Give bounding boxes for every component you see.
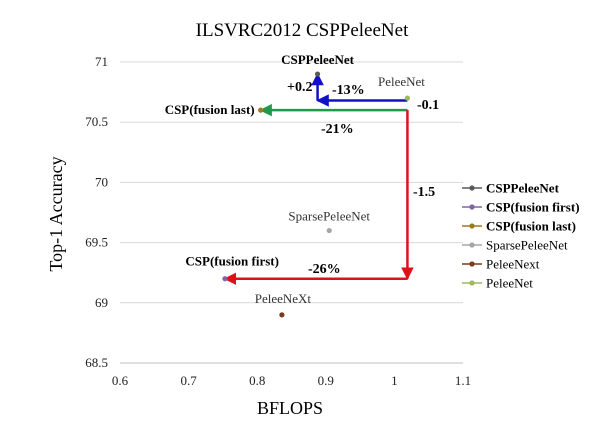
- data-points: [222, 71, 411, 318]
- legend: CSPPeleeNet CSP(fusion first) CSP(fusion l…: [462, 181, 580, 291]
- point-peleenext: [279, 312, 285, 318]
- annotation-plus-0-2: +0.2: [287, 80, 312, 95]
- annotation-minus-1-5: -1.5: [413, 185, 435, 200]
- point-label: CSPPeleeNet: [281, 52, 355, 67]
- x-tick-label: 0.7: [180, 373, 197, 388]
- arrows: [223, 72, 414, 285]
- y-tick-label: 71: [95, 54, 108, 69]
- legend-entry: CSP(fusion last): [486, 219, 576, 234]
- point-csppeleenet: [314, 71, 321, 77]
- y-tick-label: 70: [95, 174, 108, 189]
- point-label: CSP(fusion last): [165, 102, 255, 117]
- y-tick-labels: 68.5 69 69.5 70 70.5 71: [85, 54, 108, 370]
- annotation-minus-13pct: -13%: [332, 83, 365, 98]
- chart-title: ILSVRC2012 CSPPeleeNet: [196, 20, 409, 41]
- y-tick-label: 70.5: [85, 114, 108, 129]
- legend-entry: SparsePeleeNet: [486, 238, 568, 253]
- point-label: PeleeNet: [378, 74, 425, 89]
- annotation-minus-26pct: -26%: [308, 262, 341, 277]
- annotation-minus-0-1: -0.1: [417, 98, 439, 113]
- legend-marker: [469, 223, 475, 229]
- x-tick-label: 0.9: [318, 373, 334, 388]
- point-csp-fusion-first-: [222, 276, 228, 282]
- legend-entry: CSPPeleeNet: [486, 181, 560, 196]
- point-labels: CSPPeleeNet CSP(fusion first) CSP(fusion l…: [165, 52, 426, 306]
- x-tick-label: 1.1: [455, 373, 471, 388]
- gridlines: [120, 61, 463, 304]
- point-label: SparsePeleeNet: [288, 209, 370, 224]
- x-tick-label: 0.8: [249, 373, 265, 388]
- annotation-minus-21pct: -21%: [321, 122, 354, 137]
- x-axis-label: BFLOPS: [257, 398, 323, 418]
- y-axis-label: Top-1 Accuracy: [46, 156, 66, 271]
- legend-entry: PeleeNext: [486, 257, 540, 272]
- legend-marker: [469, 242, 475, 248]
- point-csp-fusion-last-: [258, 107, 264, 113]
- legend-entry: CSP(fusion first): [486, 200, 580, 215]
- legend-entry: PeleeNet: [486, 276, 533, 291]
- x-tick-labels: 0.6 0.7 0.8 0.9 1 1.1: [112, 373, 471, 388]
- point-peleenet: [404, 95, 411, 101]
- legend-marker: [469, 185, 475, 191]
- legend-marker: [469, 261, 475, 267]
- y-tick-label: 68.5: [85, 355, 108, 370]
- y-tick-label: 69: [95, 295, 108, 310]
- x-tick-label: 0.6: [112, 373, 129, 388]
- point-sparsepeleenet: [326, 227, 332, 234]
- x-tick-label: 1: [391, 373, 398, 388]
- point-label: CSP(fusion first): [185, 254, 279, 269]
- point-label: PeleeNeXt: [255, 291, 312, 306]
- y-tick-label: 69.5: [85, 235, 108, 250]
- legend-marker: [469, 204, 475, 210]
- legend-marker: [469, 280, 475, 286]
